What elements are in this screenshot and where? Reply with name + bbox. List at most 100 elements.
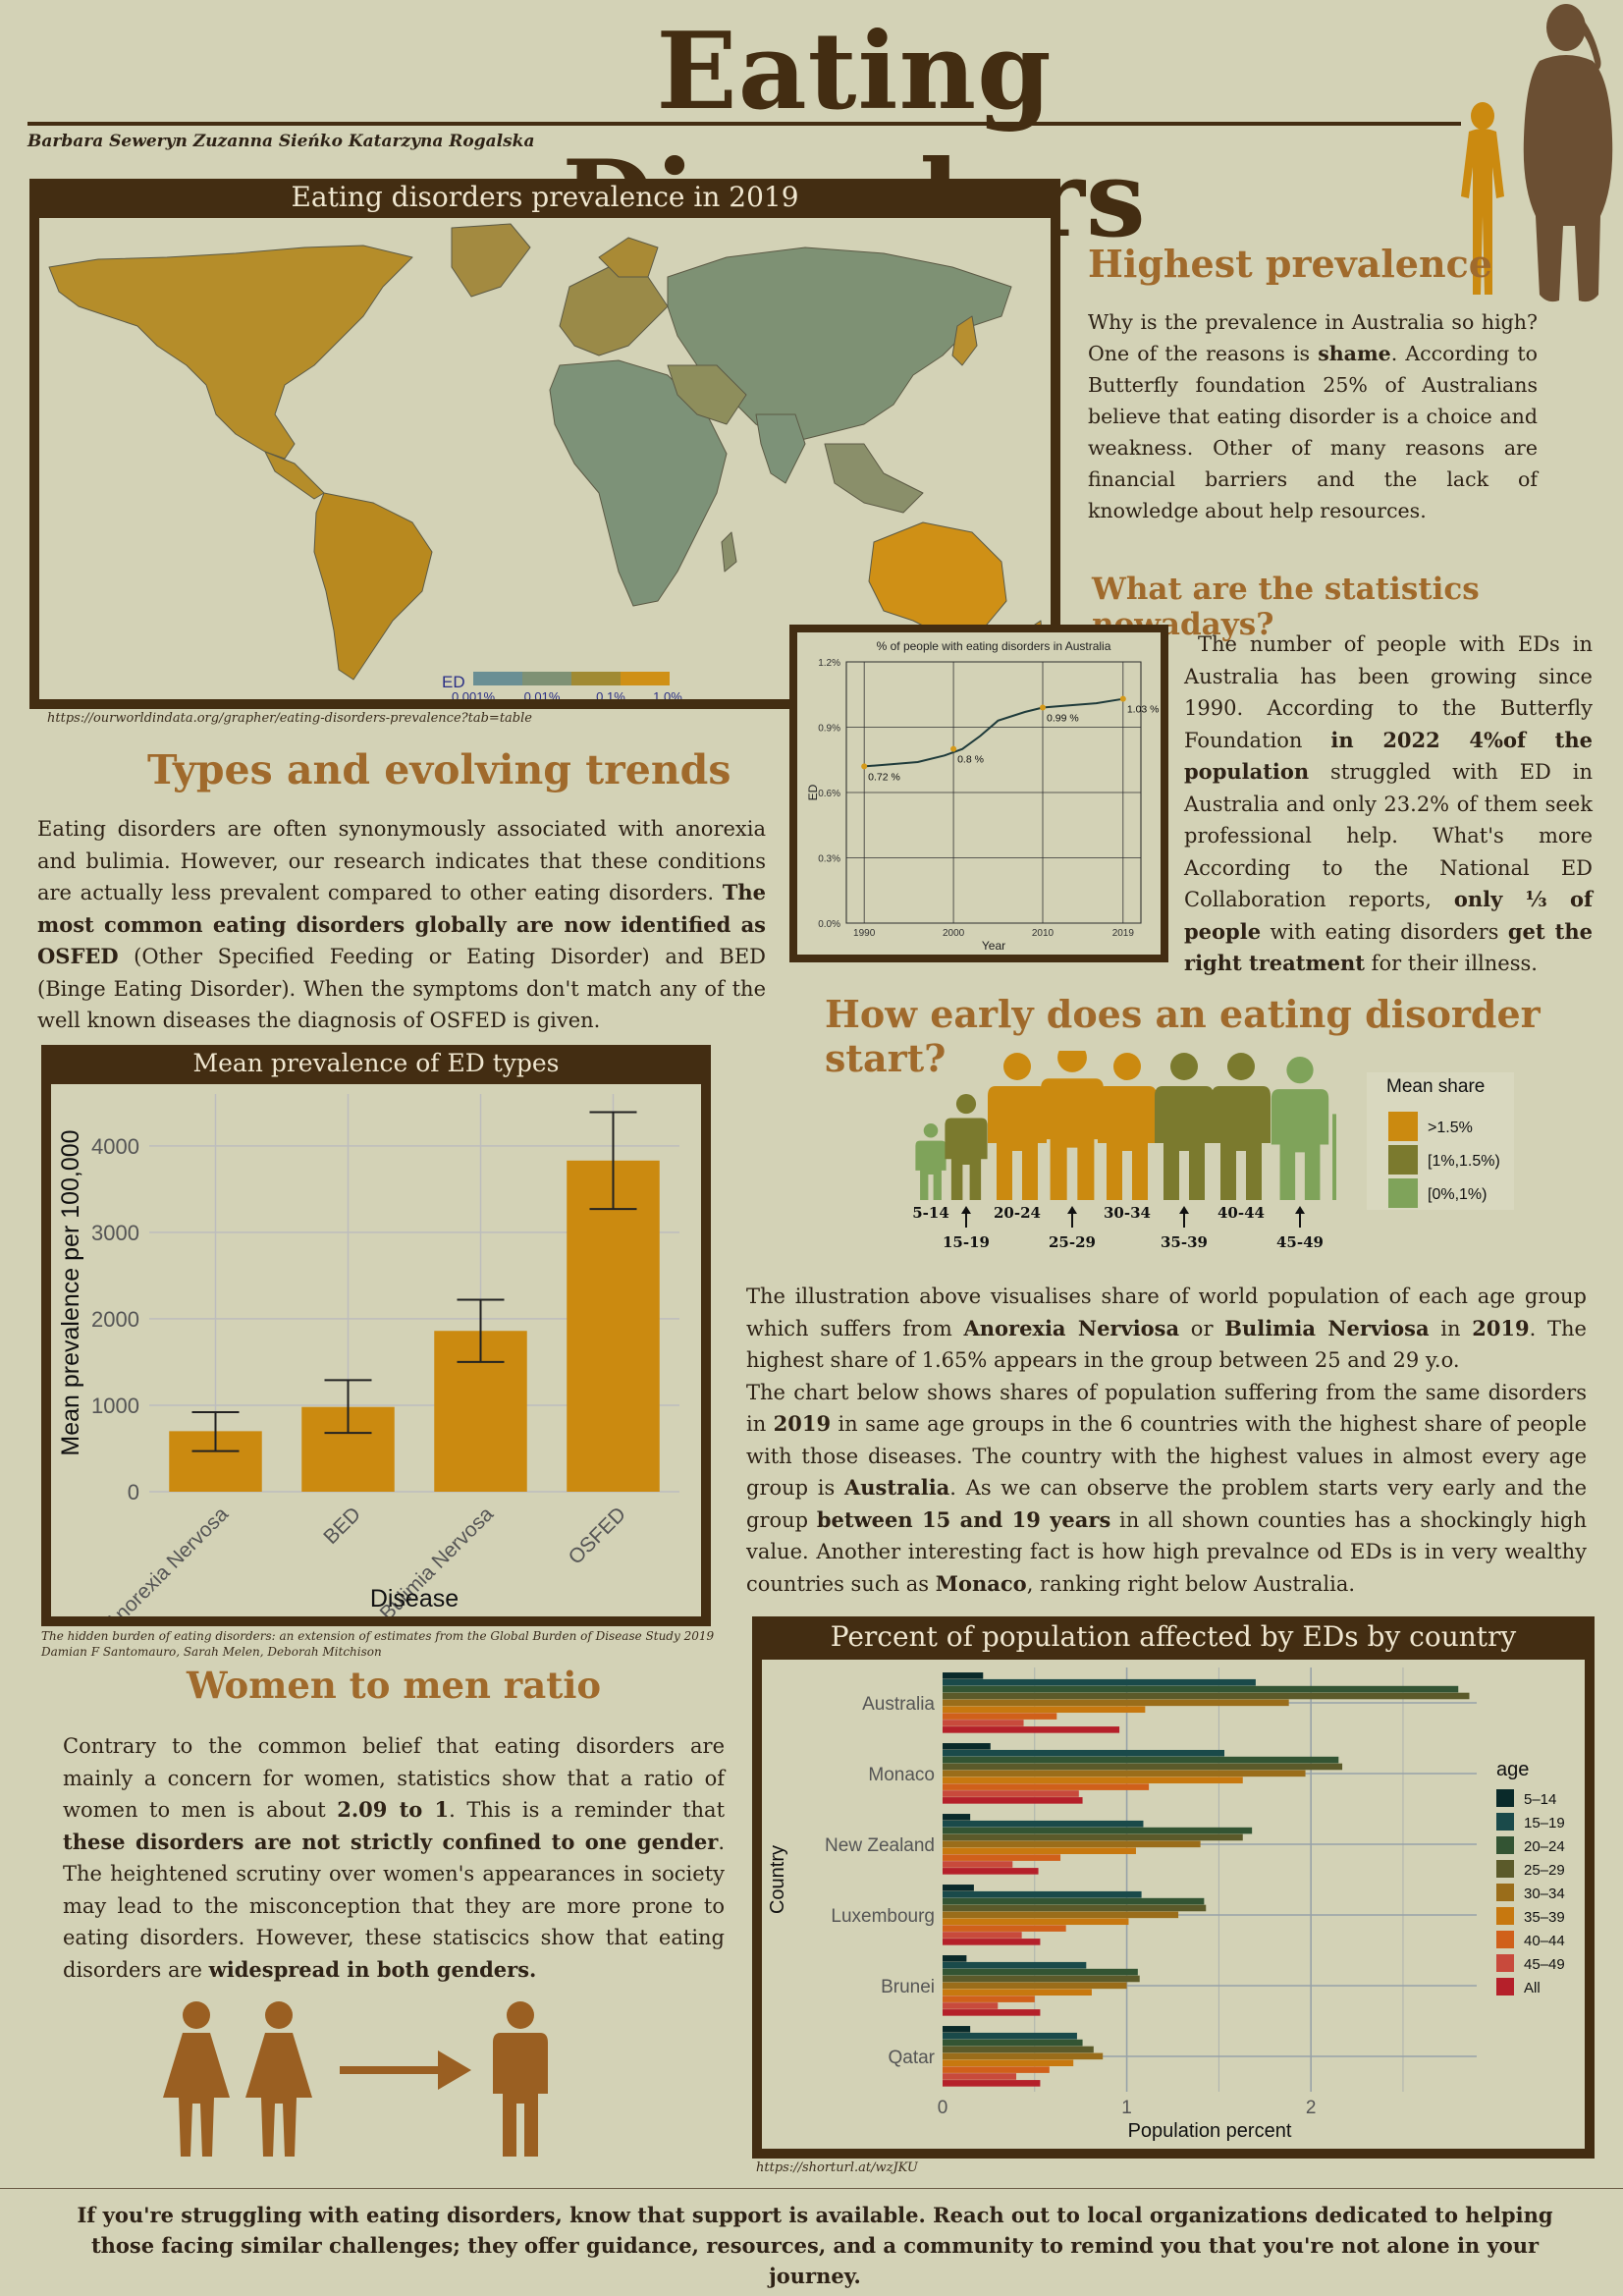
country-chart-ytick: New Zealand <box>825 1835 935 1856</box>
gender-ratio-icons <box>163 2001 548 2157</box>
bar-chart-area: 0 1000 2000 3000 4000 Anorexia Nervosa BED Buli… <box>51 1084 701 1616</box>
map-india <box>755 413 806 484</box>
bar-chart-ytick: 4000 <box>91 1134 139 1159</box>
country-chart-bar <box>943 1955 967 1962</box>
country-chart-title: Percent of population affected by EDs by… <box>830 1620 1517 1653</box>
man-icon <box>493 2001 548 2157</box>
country-chart-legend-swatch <box>1496 1954 1514 1972</box>
bar-chart-ytick: 1000 <box>91 1394 139 1418</box>
support-footer: If you're struggling with eating disorde… <box>77 2203 1553 2288</box>
country-chart-bar <box>943 1918 1129 1926</box>
map-legend-swatch-2 <box>522 672 571 685</box>
person-icon <box>988 1053 1047 1200</box>
arrow-right-icon <box>340 2050 471 2090</box>
country-chart-source: https://shorturl.at/wzJKU <box>756 2160 918 2175</box>
country-chart-bar <box>943 1790 1079 1797</box>
wm-text-3: . This is a reminder that <box>449 1798 726 1822</box>
age-label: 25-29 <box>1049 1233 1096 1251</box>
line-chart-ylabel: ED <box>806 784 820 800</box>
country-chart-bar <box>943 1939 1041 1945</box>
person-icon-head <box>955 1094 977 1115</box>
country-chart-bar <box>943 1678 1256 1686</box>
map-legend-swatch-3 <box>571 672 621 685</box>
country-chart-plot-bg <box>943 1667 1477 2092</box>
age-legend-swatch <box>1388 1178 1418 1208</box>
person-icon-body <box>915 1140 947 1200</box>
statistics-text: The number of people with EDs in Austral… <box>1184 629 1593 980</box>
country-chart-bar <box>943 2046 1094 2053</box>
country-chart-bar <box>943 2066 1050 2073</box>
line-chart-point <box>1119 695 1126 702</box>
country-chart-bar <box>943 2080 1041 2087</box>
early-text-8: The chart below shows shares of populati… <box>746 1380 1587 1437</box>
early-text-13: between 15 and 19 years <box>816 1506 1111 1532</box>
map-legend-swatch-4 <box>621 672 670 685</box>
age-legend-label: >1.5% <box>1428 1120 1473 1136</box>
person-icon <box>1098 1053 1157 1200</box>
line-chart-point-label: 1.03 % <box>1127 704 1160 716</box>
early-text-1: The illustration above visualises share … <box>746 1285 1587 1340</box>
age-legend-swatch <box>1388 1112 1418 1141</box>
line-chart-point-label: 0.99 % <box>1047 713 1079 725</box>
age-label: 40-44 <box>1217 1204 1265 1222</box>
country-chart-bar <box>943 2052 1104 2060</box>
country-chart-ytick: Brunei <box>881 1977 935 1997</box>
age-label: 35-39 <box>1161 1233 1208 1251</box>
map-legend-tick-4: 1.0% <box>653 689 682 699</box>
bar-chart-source: The hidden burden of eating disorders: a… <box>41 1628 714 1660</box>
person-icon <box>915 1123 947 1200</box>
country-chart-bar <box>943 1783 1150 1790</box>
country-chart-bar <box>943 1911 1179 1919</box>
country-chart-bar <box>943 2039 1083 2047</box>
bar-chart-xlabel: Disease <box>370 1585 459 1613</box>
highest-prevalence-text: Why is the prevalence in Australia so hi… <box>1088 306 1538 526</box>
country-chart-bar <box>943 1975 1140 1983</box>
age-label: 15-19 <box>943 1233 990 1251</box>
line-chart-ytick: 1.2% <box>818 658 840 669</box>
person-icon-body <box>1271 1089 1329 1200</box>
types-heading: Types and evolving trends <box>147 746 731 793</box>
country-chart-bar <box>943 1904 1207 1912</box>
age-pointer-arrow <box>961 1206 971 1214</box>
early-text-4: Bulimia Nerviosa <box>1224 1315 1430 1340</box>
stat-text-6: get the right treatment <box>1184 918 1594 976</box>
country-chart-ytick: Qatar <box>888 2048 935 2068</box>
country-chart-legend-swatch <box>1496 1931 1514 1948</box>
country-chart-bar <box>943 1885 974 1891</box>
person-icon <box>1041 1051 1104 1200</box>
country-chart-legend-label: 5–14 <box>1524 1791 1556 1808</box>
map-europe <box>559 266 669 356</box>
early-text-5: in <box>1429 1316 1473 1340</box>
country-chart-legend-label: 20–24 <box>1524 1838 1565 1855</box>
person-icon-head <box>1003 1053 1031 1080</box>
early-text-9: 2019 <box>773 1411 832 1436</box>
wm-text-4: these disorders are not strictly confine… <box>63 1829 719 1854</box>
bar-source-line-2: Damian F Santomauro, Sarah Melen, Debora… <box>41 1645 382 1659</box>
stat-text-4: only ⅓ of people <box>1184 887 1594 944</box>
country-chart-bar <box>943 1854 1061 1861</box>
country-chart-legend-title: age <box>1496 1759 1529 1780</box>
early-text-16: , ranking right below Australia. <box>1026 1571 1356 1596</box>
country-chart-legend-label: 35–39 <box>1524 1909 1565 1926</box>
authors: Barbara Seweryn Zuzanna Sieńko Katarzyna… <box>27 132 535 151</box>
country-chart-legend-swatch <box>1496 1884 1514 1901</box>
early-text-14: in all shown counties has a shockingly h… <box>746 1507 1587 1596</box>
map-legend-tick-2: 0.01% <box>524 689 561 699</box>
line-chart-xtick: 1990 <box>853 928 876 939</box>
stat-text-5: with eating disorders <box>1261 919 1508 944</box>
country-chart-bar <box>943 1847 1136 1855</box>
country-chart-bar <box>943 1672 984 1679</box>
country-chart-bar <box>943 1749 1225 1757</box>
woman-icon <box>163 2001 230 2157</box>
person-icon-head <box>1170 1053 1198 1080</box>
country-chart-bar <box>943 1713 1057 1720</box>
wm-text-5: . The heightened scrutiny over women's a… <box>63 1830 725 1982</box>
country-chart-bar <box>943 1932 1022 1939</box>
line-chart-ytick: 0.0% <box>818 919 840 930</box>
types-text-3: (Other Specified Feeding or Eating Disor… <box>37 945 766 1032</box>
country-chart-legend-swatch <box>1496 1907 1514 1925</box>
bar-chart-ytick: 3000 <box>91 1221 139 1245</box>
country-chart-legend-swatch <box>1496 1978 1514 1995</box>
country-chart-bar <box>943 1961 1087 1969</box>
country-chart-legend-label: 30–34 <box>1524 1886 1565 1902</box>
